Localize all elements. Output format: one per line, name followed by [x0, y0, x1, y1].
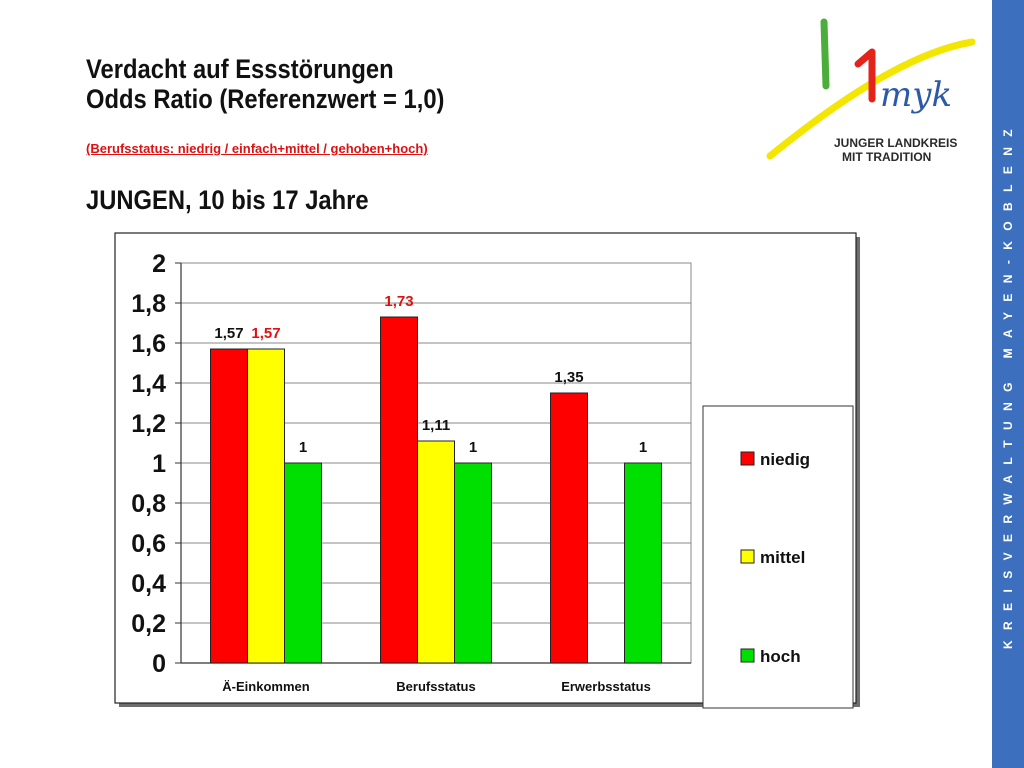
group-title: JUNGEN, 10 bis 17 Jahre — [86, 185, 369, 215]
data-label: 1 — [299, 439, 307, 456]
y-tick-label: 1,8 — [131, 290, 166, 318]
chart-title: Verdacht auf Essstörungen — [86, 54, 394, 84]
x-tick-label: Berufsstatus — [396, 679, 475, 694]
chart-title-line-2: Odds Ratio (Referenzwert = 1,0) — [86, 84, 445, 114]
logo-yellow-swoosh — [766, 38, 976, 160]
x-tick-label: Ä-Einkommen — [222, 679, 309, 694]
chart-subtitle: (Berufsstatus: niedrig / einfach+mittel … — [86, 141, 428, 156]
sidebar-band — [992, 0, 1024, 768]
bar — [210, 348, 248, 664]
legend-box — [702, 405, 854, 709]
legend-swatch — [740, 648, 755, 663]
y-tick-label: 1,2 — [131, 410, 166, 438]
logo-red-stroke — [854, 48, 876, 103]
logo-green-stroke — [820, 18, 830, 90]
data-label: 1,57 — [251, 325, 280, 342]
data-label: 1,57 — [214, 325, 243, 342]
logo-script: myk — [880, 75, 952, 115]
legend-label: hoch — [760, 647, 801, 666]
data-label: 1 — [469, 439, 477, 456]
data-label: 1,73 — [384, 293, 413, 310]
bar — [380, 316, 418, 664]
y-tick-label: 0 — [152, 650, 166, 678]
logo-line1: JUNGER LANDKREIS — [834, 136, 957, 150]
y-tick-label: 0,4 — [131, 570, 166, 598]
data-label: 1,35 — [554, 369, 583, 386]
data-label: 1 — [639, 439, 647, 456]
legend-label: mittel — [760, 548, 805, 567]
bar — [247, 348, 285, 664]
data-label: 1,11 — [422, 417, 450, 434]
landkreis-logo: myk JUNGER LANDKREIS MIT TRADITION — [766, 18, 976, 164]
y-tick-label: 0,8 — [131, 490, 166, 518]
x-tick-label: Erwerbsstatus — [561, 679, 651, 694]
y-tick-label: 1 — [152, 450, 166, 478]
y-tick-label: 1,6 — [131, 330, 166, 358]
y-tick-label: 2 — [152, 250, 166, 278]
bar — [284, 462, 322, 664]
bar — [417, 440, 455, 664]
y-tick-label: 0,2 — [131, 610, 166, 638]
bar — [624, 462, 662, 664]
legend-label: niedig — [760, 450, 810, 469]
legend-swatch — [740, 451, 755, 466]
y-tick-label: 0,6 — [131, 530, 166, 558]
bar — [454, 462, 492, 664]
legend-swatch — [740, 549, 755, 564]
logo-line2: MIT TRADITION — [842, 150, 931, 164]
y-tick-label: 1,4 — [131, 370, 166, 398]
bar — [550, 392, 588, 664]
